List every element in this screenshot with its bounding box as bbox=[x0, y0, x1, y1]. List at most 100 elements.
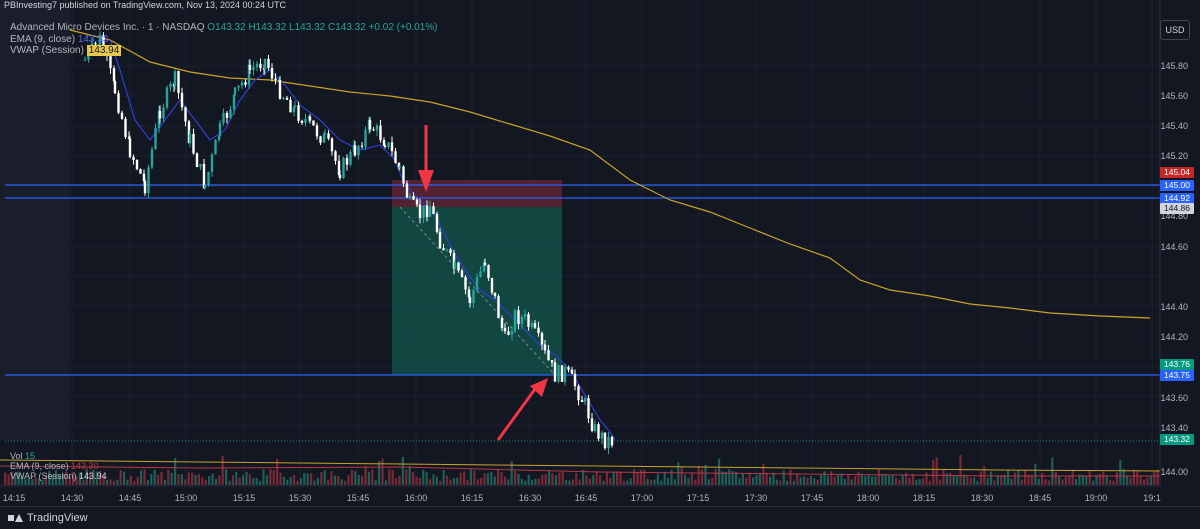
volume-bar bbox=[1085, 475, 1088, 485]
volume-bar bbox=[384, 480, 387, 485]
candle-body bbox=[315, 125, 319, 137]
published-header: PBInvesting7 published on TradingView.co… bbox=[0, 0, 704, 12]
time-axis-label: 18:00 bbox=[856, 493, 880, 503]
volume-bar bbox=[677, 462, 680, 485]
volume-bar bbox=[619, 472, 622, 485]
volume-bar bbox=[969, 477, 972, 485]
volume-bar bbox=[864, 475, 867, 485]
horizontal-levels[interactable] bbox=[5, 184, 1160, 442]
volume-bar bbox=[41, 479, 44, 485]
candle-body bbox=[442, 248, 445, 251]
volume-bar bbox=[1102, 471, 1105, 485]
volume-bar bbox=[548, 471, 551, 485]
candle-body bbox=[98, 35, 102, 45]
candle-body bbox=[300, 120, 304, 123]
volume-bar bbox=[932, 459, 935, 485]
candle-body bbox=[402, 166, 405, 184]
volume-bar bbox=[962, 474, 965, 485]
volume-bar bbox=[486, 473, 489, 485]
volume-bar bbox=[687, 478, 690, 485]
ema-legend[interactable]: EMA (9, close) 143.33 bbox=[10, 34, 108, 45]
volume-bar bbox=[616, 471, 619, 485]
volume-bar bbox=[497, 470, 500, 485]
symbol-legend[interactable]: Advanced Micro Devices Inc. · 1 · NASDAQ… bbox=[10, 22, 438, 33]
time-axis-label: 16:15 bbox=[460, 493, 484, 503]
candle-body bbox=[507, 331, 510, 335]
volume-bar bbox=[612, 471, 615, 485]
time-axis-label: 16:00 bbox=[404, 493, 428, 503]
volume-bar bbox=[939, 479, 942, 485]
candle-body bbox=[323, 133, 327, 135]
candle-body bbox=[233, 87, 237, 95]
published-text: PBInvesting7 published on TradingView.co… bbox=[4, 0, 287, 10]
candle-body bbox=[375, 125, 379, 131]
candle-body bbox=[483, 262, 487, 266]
volume-bar bbox=[78, 472, 81, 485]
time-axis-label: 17:30 bbox=[744, 493, 768, 503]
volume-bar bbox=[153, 469, 156, 485]
ema-label: EMA (9, close) bbox=[10, 34, 76, 45]
candle-body bbox=[322, 134, 326, 143]
volume-bar bbox=[228, 480, 231, 485]
volume-legend[interactable]: Vol 15 EMA (9, close) 143.30 VWAP (Sessi… bbox=[10, 451, 107, 481]
volume-bar bbox=[85, 469, 88, 485]
tradingview-logo[interactable]: TradingView bbox=[8, 512, 88, 524]
price-tag: 144.92 bbox=[1160, 193, 1194, 204]
volume-bar bbox=[442, 470, 445, 485]
price-axis-label: 144.80 bbox=[1160, 211, 1188, 221]
volume-bar bbox=[670, 470, 673, 485]
volume-bar bbox=[51, 474, 54, 485]
candle-body bbox=[139, 169, 142, 174]
volume-bar bbox=[922, 478, 925, 485]
volume-bar bbox=[735, 471, 738, 485]
vwap-label: VWAP (Session) bbox=[10, 45, 84, 56]
time-axis-label: 18:15 bbox=[912, 493, 936, 503]
vol-ema-label: EMA (9, close) bbox=[10, 461, 69, 471]
candle-body bbox=[530, 323, 534, 327]
volume-bar bbox=[1119, 460, 1122, 485]
vol-vwap-label: VWAP (Session) bbox=[10, 471, 77, 481]
candle-body bbox=[297, 105, 300, 121]
volume-bar bbox=[758, 472, 761, 485]
candle-body bbox=[237, 85, 240, 88]
symbol-name[interactable]: Advanced Micro Devices Inc. · 1 · NASDAQ bbox=[10, 22, 205, 33]
volume-bar bbox=[952, 475, 955, 485]
candle-body bbox=[158, 110, 162, 119]
volume-bar bbox=[684, 474, 687, 485]
volume-bar bbox=[177, 474, 180, 485]
price-chart[interactable] bbox=[0, 0, 1200, 507]
candle-body bbox=[165, 87, 169, 108]
volume-bar bbox=[901, 475, 904, 485]
volume-bar bbox=[480, 477, 483, 485]
candle-body bbox=[543, 344, 547, 351]
candle-body bbox=[127, 136, 131, 139]
volume-bar bbox=[347, 475, 350, 485]
volume-bar bbox=[510, 461, 513, 485]
volume-bar bbox=[877, 469, 880, 485]
volume-bar bbox=[571, 479, 574, 485]
volume-bar bbox=[860, 473, 863, 485]
candle-body bbox=[464, 277, 467, 290]
candle-body bbox=[247, 64, 251, 85]
footer: TradingView bbox=[0, 506, 1200, 529]
volume-bar bbox=[915, 479, 918, 485]
volume-bar bbox=[643, 469, 646, 485]
volume-bar bbox=[208, 476, 211, 485]
volume-bar bbox=[133, 480, 136, 485]
volume-bar bbox=[432, 474, 435, 485]
volume-bar bbox=[194, 474, 197, 485]
volume-bar bbox=[106, 479, 109, 485]
vwap-legend[interactable]: VWAP (Session) 143.94 bbox=[10, 45, 122, 56]
volume-bar bbox=[1041, 473, 1044, 485]
volume-bar bbox=[898, 479, 901, 485]
volume-bar bbox=[354, 471, 357, 485]
volume-bar bbox=[769, 476, 772, 485]
volume-bar bbox=[680, 466, 683, 485]
volume-bar bbox=[1136, 470, 1139, 485]
price-axis-label: 145.60 bbox=[1160, 91, 1188, 101]
volume-bar bbox=[446, 475, 449, 485]
volume-bar bbox=[1061, 479, 1064, 485]
volume-bar bbox=[92, 469, 95, 485]
currency-button[interactable]: USD bbox=[1160, 20, 1190, 40]
volume-bar bbox=[371, 469, 374, 485]
